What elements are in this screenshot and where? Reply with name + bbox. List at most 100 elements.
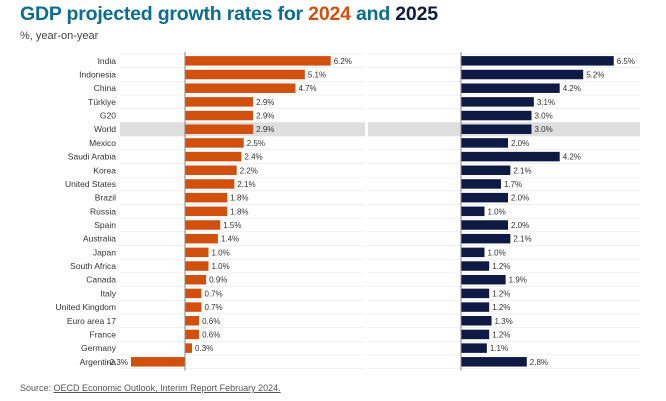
data-label-2024: 5.1% [308, 71, 326, 80]
data-label-2024: 1.4% [221, 235, 239, 244]
data-label-2025: 1.2% [492, 303, 510, 312]
bar-2025[interactable] [461, 274, 506, 285]
bar-2025[interactable] [461, 206, 485, 217]
bar-2025[interactable] [461, 247, 485, 258]
chart-title: GDP projected growth rates for 2024 and … [20, 3, 438, 26]
data-label-2025: 1.3% [495, 317, 513, 326]
bar-2025[interactable] [461, 56, 614, 66]
category-label: Argentina [80, 357, 117, 367]
bar-2025[interactable] [461, 124, 532, 134]
bar-2024[interactable] [185, 316, 200, 326]
data-label-2025: 2.1% [513, 166, 531, 175]
data-label-2025: 1.0% [488, 207, 506, 216]
bar-2024[interactable] [185, 138, 244, 148]
category-label: Euro area 17 [67, 316, 116, 326]
data-label-2025: 5.2% [586, 71, 604, 80]
source-link[interactable]: OECD Economic Outlook, Interim Report Fe… [53, 383, 281, 393]
data-label-2024: 2.9% [256, 98, 274, 107]
bar-2024[interactable] [185, 247, 209, 258]
category-label: Italy [100, 288, 116, 298]
data-label-2025: 1.0% [488, 248, 506, 257]
bar-2024[interactable] [185, 124, 254, 134]
category-label: South Africa [70, 261, 116, 271]
data-label-2024: 2.9% [256, 112, 274, 121]
bar-2025[interactable] [461, 220, 508, 230]
category-label: Brazil [95, 193, 116, 203]
title-conjunction: and [350, 3, 396, 25]
bar-2025[interactable] [461, 138, 508, 148]
bar-2024[interactable] [185, 261, 209, 271]
bar-2024[interactable] [185, 302, 202, 312]
bar-2024[interactable] [185, 329, 200, 340]
data-label-2024: 2.2% [240, 166, 258, 175]
data-label-2024: 1.0% [212, 262, 230, 271]
source-note: Source: OECD Economic Outlook, Interim R… [20, 383, 281, 393]
data-label-2024: 2.1% [237, 180, 255, 189]
bar-2025[interactable] [461, 179, 501, 189]
bar-2025[interactable] [461, 97, 534, 107]
source-prefix: Source: [20, 383, 54, 393]
bar-2025[interactable] [461, 316, 492, 326]
bar-2024[interactable] [185, 288, 202, 299]
data-label-2025: 4.2% [563, 153, 581, 162]
bar-2025[interactable] [461, 110, 532, 121]
bar-2024[interactable] [185, 220, 221, 230]
bar-2025[interactable] [461, 69, 584, 80]
bar-2025[interactable] [461, 192, 508, 203]
category-label: United States [65, 179, 116, 189]
bar-2024[interactable] [185, 110, 254, 121]
data-label-2024: 2.9% [256, 125, 274, 134]
data-label-2024: 2.4% [244, 153, 262, 162]
bar-2024[interactable] [185, 206, 228, 217]
title-year-2024: 2024 [308, 3, 351, 25]
category-label: Indonesia [79, 70, 116, 80]
bar-2024[interactable] [185, 179, 235, 189]
data-label-2025: 2.8% [530, 358, 548, 367]
category-label: World [94, 124, 116, 134]
category-label: India [98, 56, 117, 66]
bar-2025[interactable] [461, 357, 527, 367]
bar-2024[interactable] [185, 343, 193, 353]
bar-2024[interactable] [185, 274, 207, 285]
category-label: Australia [83, 234, 116, 244]
bar-2025[interactable] [461, 151, 560, 162]
category-label: China [94, 83, 116, 93]
bar-2025[interactable] [461, 343, 487, 353]
bar-2024[interactable] [185, 83, 296, 93]
data-label-2025: 3.0% [535, 125, 553, 134]
category-label: United Kingdom [56, 302, 116, 312]
data-label-2025: 6.5% [617, 57, 635, 66]
bar-2024[interactable] [130, 357, 185, 367]
data-label-2024: 4.7% [298, 84, 316, 93]
bar-2025[interactable] [461, 288, 490, 299]
bar-2024[interactable] [185, 97, 254, 107]
data-label-2025: 2.0% [511, 139, 529, 148]
bar-2025[interactable] [461, 302, 490, 312]
data-label-2024: 6.2% [334, 57, 352, 66]
bar-2025[interactable] [461, 165, 511, 176]
data-label-2024: 0.7% [204, 289, 222, 298]
data-label-2024: 1.8% [230, 194, 248, 203]
bar-2024[interactable] [185, 69, 305, 80]
bar-2024[interactable] [185, 56, 331, 66]
data-label-2025: 2.0% [511, 194, 529, 203]
data-label-2025: 1.1% [490, 344, 508, 353]
data-label-2024: 0.6% [202, 317, 220, 326]
data-label-2025: 2.0% [511, 221, 529, 230]
bar-2025[interactable] [461, 261, 490, 271]
data-label-2024: 1.5% [223, 221, 241, 230]
bar-2024[interactable] [185, 151, 242, 162]
bar-2024[interactable] [185, 233, 218, 244]
category-label: Germany [81, 343, 117, 353]
bar-2024[interactable] [185, 165, 237, 176]
bar-2024[interactable] [185, 192, 228, 203]
data-label-2024: 1.0% [212, 248, 230, 257]
category-label: France [90, 329, 117, 339]
bar-2025[interactable] [461, 329, 490, 340]
data-label-2024: 0.9% [209, 276, 227, 285]
data-label-2025: 1.2% [492, 262, 510, 271]
data-label-2024: 0.7% [204, 303, 222, 312]
bar-2025[interactable] [461, 83, 560, 93]
title-prefix: GDP projected growth rates for [20, 3, 309, 25]
bar-2025[interactable] [461, 233, 511, 244]
